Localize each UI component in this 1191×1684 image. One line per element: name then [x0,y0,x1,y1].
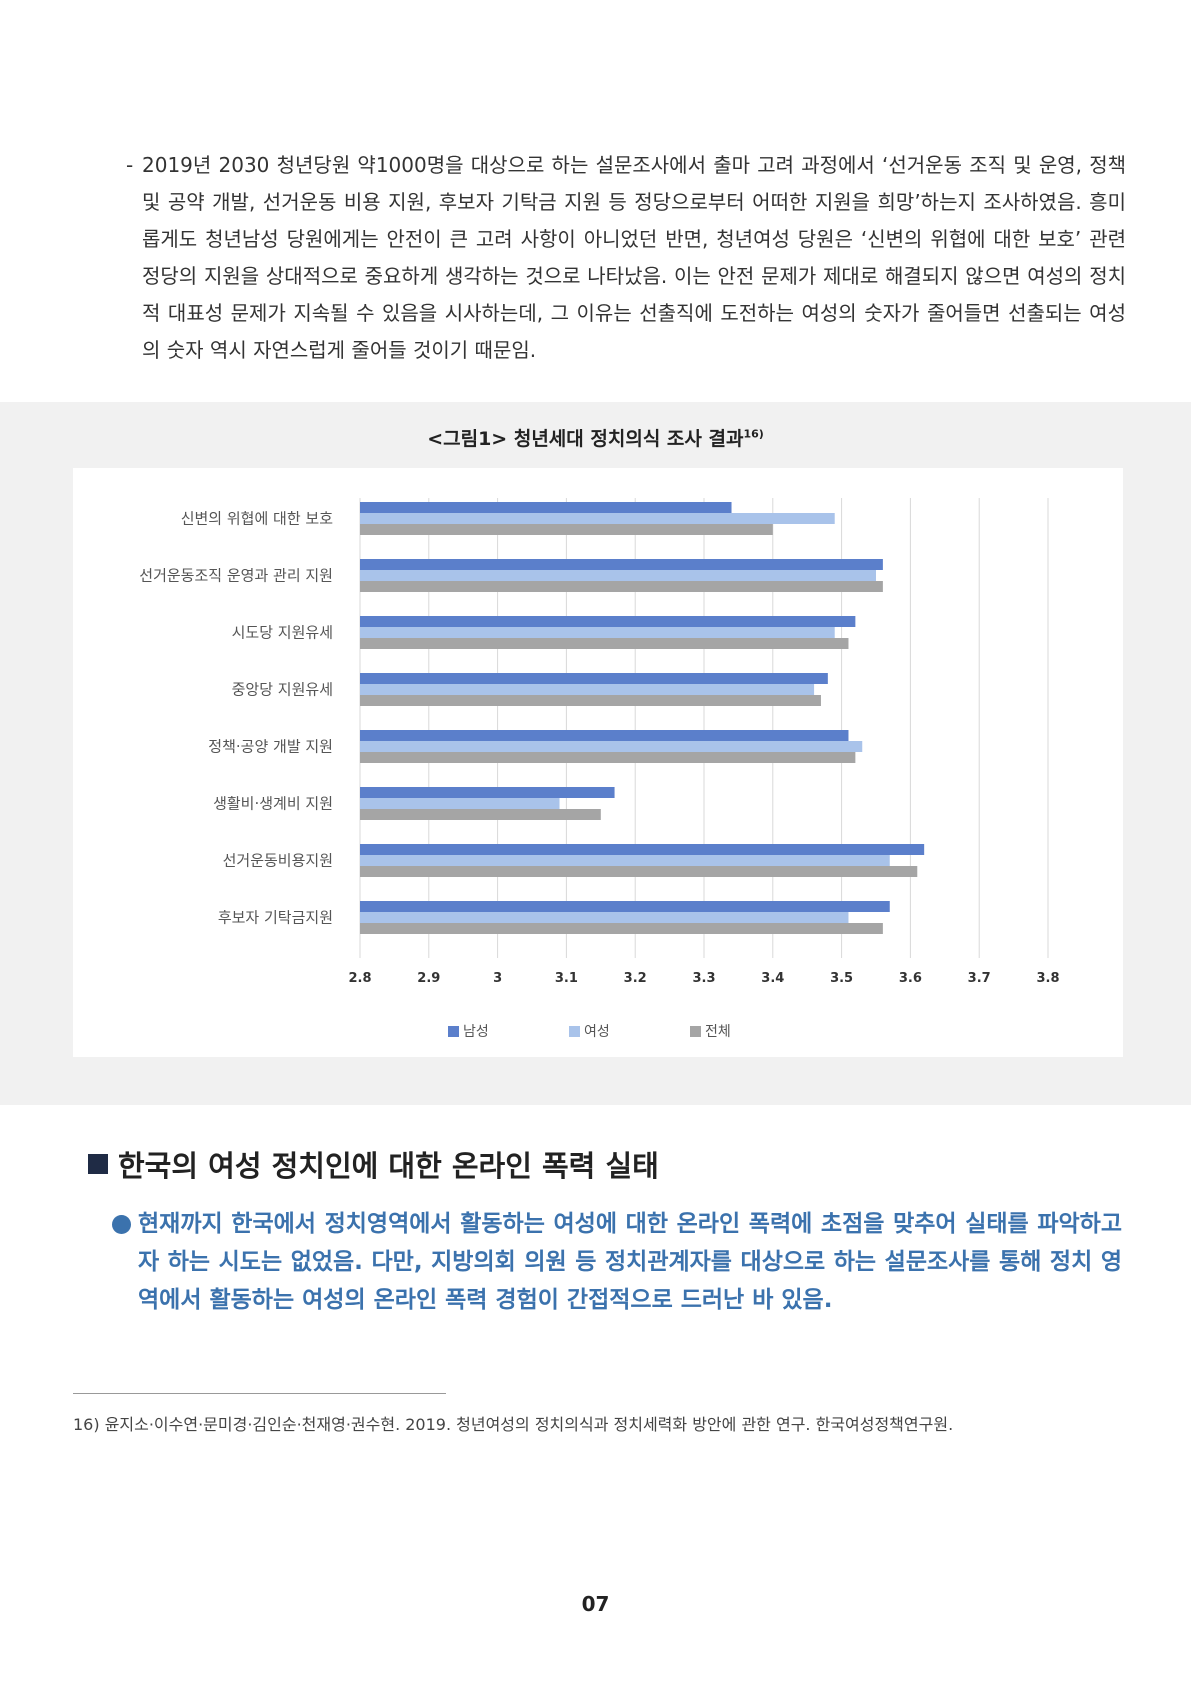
bar-total [360,524,773,535]
summary-text: 현재까지 한국에서 정치영역에서 활동하는 여성에 대한 온라인 폭력에 초점을… [138,1211,1122,1313]
category-label: 시도당 지원유세 [232,624,333,642]
legend-label: 여성 [584,1024,610,1040]
x-tick-label: 3.1 [555,971,578,986]
x-tick-label: 3.7 [968,971,991,986]
section-heading: 한국의 여성 정치인에 대한 온라인 폭력 실태 [88,1143,659,1185]
bar-male [360,730,849,741]
figure-title-text: <그림1> 청년세대 정치의식 조사 결과 [427,428,744,450]
page-number: 07 [581,1592,610,1616]
bar-male [360,787,615,798]
bar-total [360,638,849,649]
x-tick-label: 3.3 [692,971,715,986]
bar-male [360,502,732,513]
x-tick-label: 3 [493,971,502,986]
intro-paragraph: - 2019년 2030 청년당원 약1000명을 대상으로 하는 설문조사에서… [126,147,1126,369]
bullet-dash: - [126,153,134,177]
bar-total [360,752,856,763]
legend-label: 전체 [705,1024,731,1040]
figure-footnote-ref: 16) [743,427,764,441]
category-label: 정책·공양 개발 지원 [208,738,333,756]
x-tick-label: 3.8 [1036,971,1059,986]
bar-male [360,901,890,912]
circle-bullet-icon [112,1215,131,1234]
bar-total [360,695,821,706]
bar-female [360,627,835,638]
category-label: 신변의 위협에 대한 보호 [181,510,334,528]
legend-swatch [690,1026,701,1037]
bar-male [360,616,856,627]
x-tick-label: 3.6 [899,971,922,986]
category-label: 선거운동조직 운영과 관리 지원 [139,567,333,585]
legend-swatch [448,1026,459,1037]
bar-female [360,741,863,752]
x-tick-label: 3.5 [830,971,853,986]
category-label: 선거운동비용지원 [223,852,333,870]
bar-total [360,923,883,934]
x-tick-label: 3.2 [624,971,647,986]
bar-female [360,798,560,809]
intro-text: 2019년 2030 청년당원 약1000명을 대상으로 하는 설문조사에서 출… [142,153,1126,362]
bar-male [360,559,883,570]
bar-chart: 2.8 2.9 3 3.1 3.2 3.3 3.4 3.5 3.6 3.7 3.8 신변의 위협에 대… [139,498,1060,1040]
bar-male [360,673,828,684]
chart-area: 2.8 2.9 3 3.1 3.2 3.3 3.4 3.5 3.6 3.7 3.8 신변의 위협에 대… [73,468,1123,1057]
legend-label: 남성 [463,1024,489,1040]
category-label: 중앙당 지원유세 [232,681,333,699]
summary-bullet: 현재까지 한국에서 정치영역에서 활동하는 여성에 대한 온라인 폭력에 초점을… [112,1205,1122,1319]
section-heading-text: 한국의 여성 정치인에 대한 온라인 폭력 실태 [118,1149,659,1183]
category-label: 후보자 기탁금지원 [218,909,333,927]
bar-female [360,513,835,524]
legend-swatch [569,1026,580,1037]
figure-title: <그림1> 청년세대 정치의식 조사 결과16) [0,424,1191,451]
bar-female [360,570,876,581]
x-tick-label: 2.8 [348,971,371,986]
bar-total [360,581,883,592]
figure-section: <그림1> 청년세대 정치의식 조사 결과16) 2.8 2.9 3 3.1 3.2 3.… [0,402,1191,1105]
footnote: 16) 윤지소·이수연·문미경·김인순·천재영·권수현. 2019. 청년여성의… [73,1415,954,1434]
category-label: 생활비·생계비 지원 [213,795,333,813]
square-bullet-icon [88,1154,108,1174]
bar-total [360,809,601,820]
bar-female [360,855,890,866]
x-tick-label: 2.9 [417,971,440,986]
bar-total [360,866,918,877]
bar-male [360,844,925,855]
bar-female [360,684,815,695]
bar-female [360,912,849,923]
footnote-divider [73,1393,446,1394]
x-tick-label: 3.4 [761,971,784,986]
